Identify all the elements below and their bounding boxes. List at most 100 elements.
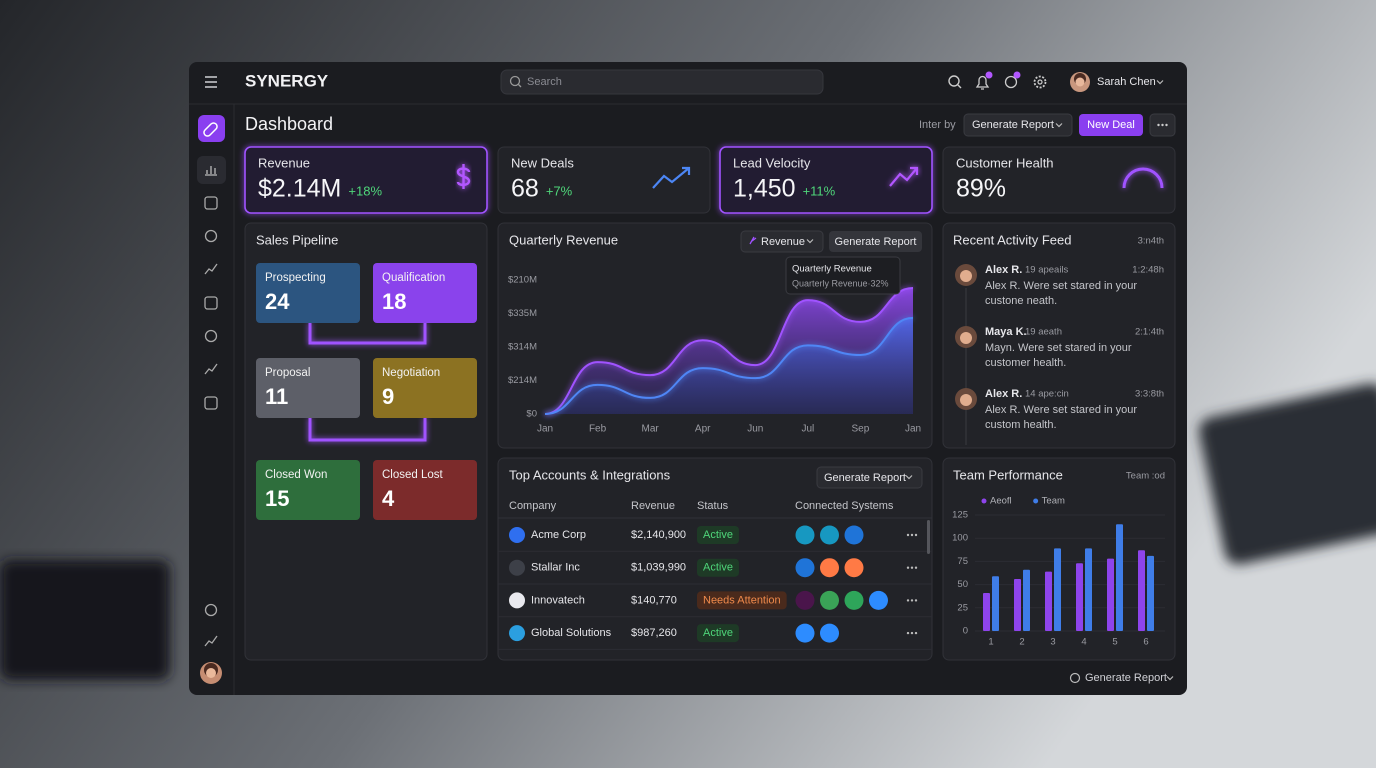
system-icon (820, 558, 839, 578)
company-revenue: $2,140,900 (631, 529, 686, 541)
nav-icon[interactable] (205, 166, 217, 176)
revenue-line (544, 316, 914, 415)
y-tick-label: 25 (957, 602, 968, 613)
metric-dropdown[interactable] (740, 230, 824, 253)
stage-count: 24 (265, 289, 290, 314)
nav-active[interactable] (198, 115, 225, 142)
pipeline-stage[interactable] (373, 263, 477, 323)
activity-text: customer health. (985, 357, 1066, 369)
legend-label: Aeofl (990, 496, 1012, 507)
nav-icon[interactable] (204, 229, 218, 243)
bell-icon[interactable] (975, 75, 990, 90)
search-button[interactable] (948, 75, 960, 87)
status-text: Active (703, 529, 733, 541)
company-name[interactable]: Acme Corp (531, 529, 586, 541)
report-dropdown-label[interactable]: Generate Report (972, 119, 1054, 131)
system-icon (820, 590, 839, 610)
status-pill (697, 591, 787, 610)
report-button[interactable] (829, 231, 922, 252)
nav-icon[interactable] (204, 296, 218, 310)
column-header: Connected Systems (795, 500, 894, 512)
system-icon (844, 525, 864, 545)
x-tick-label: Sep (852, 424, 870, 435)
activity-meta: 19 aeath (1025, 327, 1062, 338)
footer-icon (1069, 672, 1081, 684)
chart-title: Quarterly Revenue (509, 232, 618, 247)
x-tick-label: Jan (537, 424, 553, 435)
new-deal-label[interactable]: New Deal (1087, 119, 1135, 131)
system-icon (795, 525, 815, 545)
company-revenue: $140,770 (631, 594, 677, 606)
y-tick-label: $314M (508, 342, 537, 353)
x-tick-label: Jun (747, 424, 763, 435)
menu-icon[interactable] (205, 76, 217, 88)
pipeline-connector (308, 323, 427, 345)
search-box[interactable] (500, 69, 824, 95)
stage-count: 15 (265, 486, 289, 511)
system-icon (844, 558, 864, 578)
user-name[interactable]: Sarah Chen (1097, 76, 1156, 88)
x-tick-label: 1 (988, 637, 993, 648)
report-button[interactable] (816, 466, 923, 489)
x-tick-label: 4 (1081, 637, 1086, 648)
system-icon (795, 623, 815, 643)
activity-meta: 14 ape:cin (1025, 389, 1069, 400)
apps-icon[interactable] (1004, 75, 1018, 89)
pipeline-stage[interactable] (373, 460, 477, 520)
metric-dropdown-label[interactable]: Revenue (761, 236, 805, 248)
chevron (806, 239, 814, 244)
y-tick-label: 100 (952, 533, 968, 544)
report-button-label[interactable]: Generate Report (835, 236, 917, 248)
nav-icon[interactable] (204, 603, 218, 617)
company-name[interactable]: Stallar Inc (531, 562, 580, 574)
footer-report[interactable]: Generate Report (1085, 672, 1167, 684)
user-avatar-face (1075, 77, 1085, 87)
filter-label: Inter by (919, 119, 956, 131)
nav-icon[interactable] (204, 635, 218, 647)
settings-icon[interactable] (1033, 75, 1047, 89)
row-menu-dot (906, 631, 910, 635)
pipeline-stage[interactable] (256, 263, 360, 323)
nav-icon[interactable] (204, 363, 218, 375)
nav-icon[interactable] (204, 329, 218, 343)
bar (1023, 569, 1030, 631)
scrollbar (927, 520, 930, 554)
status-text: Needs Attention (703, 594, 781, 606)
kpi-value: 68 (511, 175, 539, 203)
company-name[interactable]: Global Solutions (531, 627, 612, 639)
trend-icon (889, 166, 919, 187)
activity-time: 1:2:48h (1132, 265, 1164, 276)
column-header: Status (697, 500, 729, 512)
bar (1054, 548, 1061, 631)
bar (992, 576, 999, 631)
stage-name: Prospecting (265, 272, 326, 284)
y-tick-label: $214M (508, 375, 537, 386)
pipeline-stage[interactable] (256, 358, 360, 418)
pipeline-stage[interactable] (256, 460, 360, 520)
pipeline-title: Sales Pipeline (256, 232, 338, 247)
legend-swatch (1033, 498, 1039, 504)
nav-icon[interactable] (204, 396, 218, 410)
activity-meta: 19 apeails (1025, 265, 1069, 276)
kpi-change: +11% (803, 183, 836, 198)
brand: SYNERGY (245, 71, 329, 90)
nav-icon[interactable] (204, 263, 218, 275)
report-dropdown[interactable] (963, 113, 1073, 137)
pipeline-stage[interactable] (373, 358, 477, 418)
column-header: Revenue (631, 500, 675, 512)
row-menu-dot (910, 631, 914, 635)
bar (1138, 550, 1145, 631)
activity-text: custone neath. (985, 295, 1057, 307)
activity-avatar-face (960, 332, 972, 344)
system-icon (820, 623, 839, 643)
nav-icon[interactable] (204, 196, 218, 210)
kpi-card (942, 146, 1176, 214)
report-button-label[interactable]: Generate Report (824, 472, 906, 484)
stage-name: Proposal (265, 367, 310, 379)
company-name[interactable]: Innovatech (531, 594, 585, 606)
table-title: Top Accounts & Integrations (509, 467, 671, 482)
row-menu-dot (906, 533, 910, 537)
new-deal-button[interactable] (1079, 114, 1143, 136)
settings-icon-core (1037, 79, 1043, 85)
company-logo (509, 527, 525, 543)
